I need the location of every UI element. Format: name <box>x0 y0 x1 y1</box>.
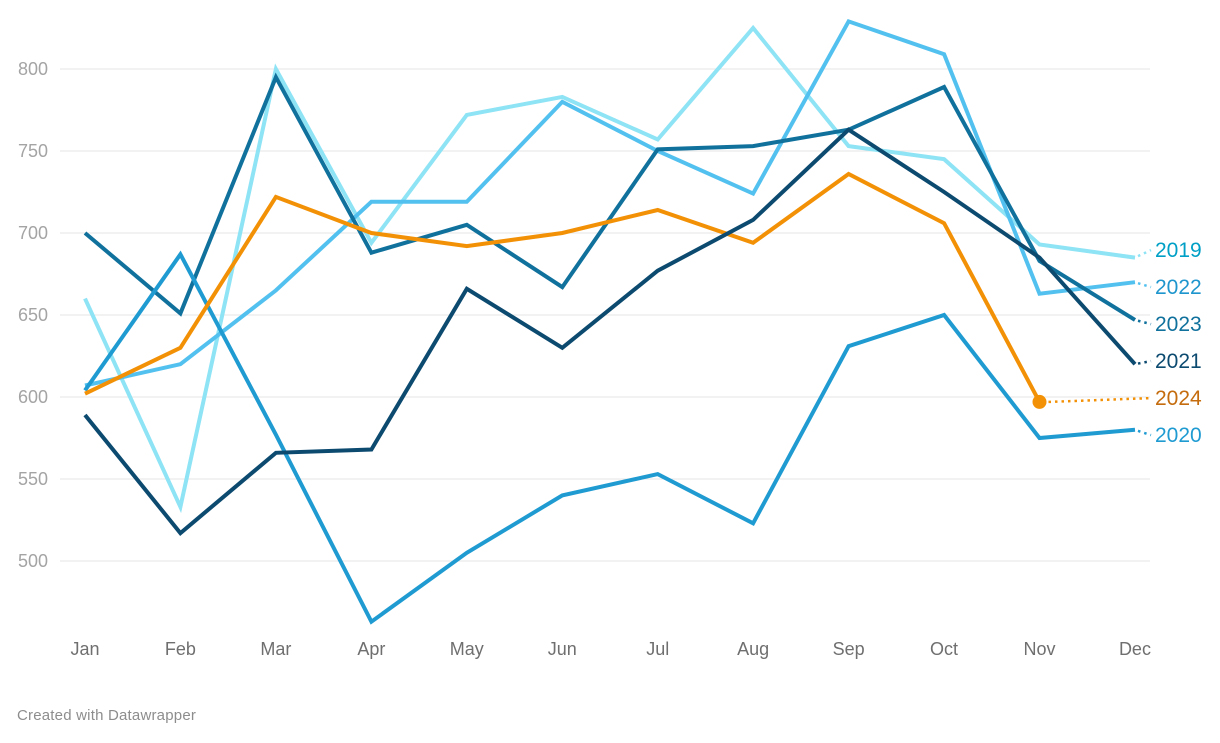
series-line-2021 <box>83 127 1137 536</box>
x-axis-label-feb: Feb <box>165 639 196 659</box>
series-label-2020: 2020 <box>1155 424 1202 447</box>
y-axis-label-600: 600 <box>18 387 48 407</box>
series-line-2023 <box>83 72 1137 322</box>
y-axis-label-750: 750 <box>18 141 48 161</box>
label-connector-2019 <box>1137 248 1152 258</box>
y-axis-label-650: 650 <box>18 305 48 325</box>
y-axis-label-700: 700 <box>18 223 48 243</box>
x-axis-label-may: May <box>450 639 484 659</box>
series-line-2024 <box>84 171 1042 403</box>
label-connector-2023 <box>1137 319 1152 326</box>
series-endpoint-marker-2024 <box>1032 394 1047 409</box>
x-axis-label-dec: Dec <box>1119 639 1151 659</box>
series-label-2023: 2023 <box>1155 313 1202 336</box>
series-label-2019: 2019 <box>1155 239 1202 262</box>
label-connector-2021 <box>1137 359 1152 365</box>
y-axis-label-550: 550 <box>18 469 48 489</box>
y-axis-label-800: 800 <box>18 59 48 79</box>
x-axis-label-mar: Mar <box>260 639 291 659</box>
x-axis-label-sep: Sep <box>833 639 865 659</box>
x-axis-label-aug: Aug <box>737 639 769 659</box>
x-axis-label-jul: Jul <box>646 639 669 659</box>
series-line-2020 <box>83 250 1136 625</box>
label-connector-2022 <box>1137 281 1152 289</box>
series-line-2019 <box>83 24 1136 514</box>
label-connector-2024 <box>1048 396 1152 404</box>
x-axis-label-oct: Oct <box>930 639 958 659</box>
x-axis-label-nov: Nov <box>1023 639 1055 659</box>
label-connector-2020 <box>1137 429 1152 437</box>
series-line-2022 <box>84 18 1136 388</box>
x-axis-label-jan: Jan <box>70 639 99 659</box>
y-axis-label-500: 500 <box>18 551 48 571</box>
series-label-2021: 2021 <box>1155 350 1202 373</box>
x-axis-label-apr: Apr <box>357 639 385 659</box>
series-label-2022: 2022 <box>1155 276 1202 299</box>
series-label-2024: 2024 <box>1155 387 1202 410</box>
x-axis-label-jun: Jun <box>548 639 577 659</box>
credit-text: Created with Datawrapper <box>17 707 197 724</box>
